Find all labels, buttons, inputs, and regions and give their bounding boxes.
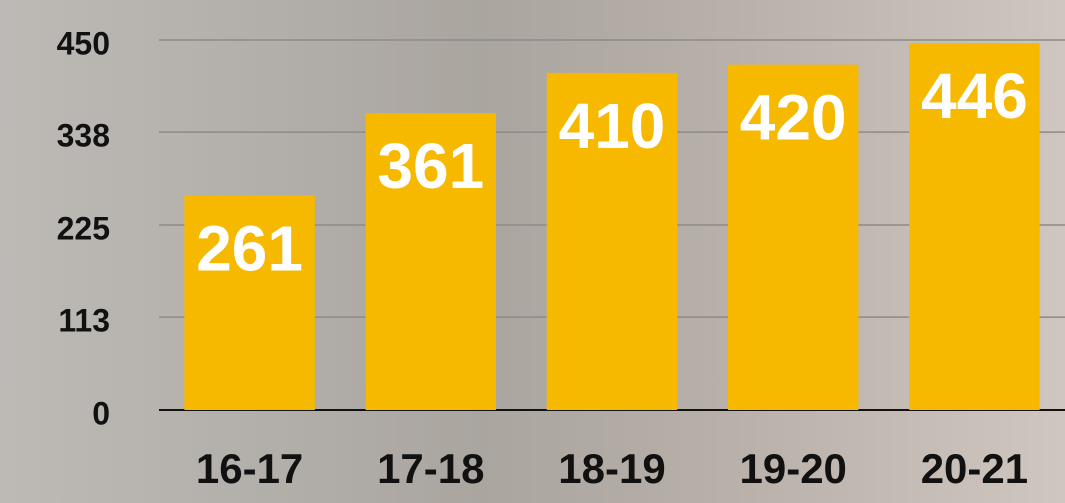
value-label: 261: [196, 212, 303, 284]
y-tick-label: 0: [92, 395, 110, 431]
value-label: 361: [377, 130, 484, 202]
value-label: 410: [559, 90, 666, 162]
bar: [727, 64, 859, 411]
x-tick-label: 19-20: [739, 445, 846, 492]
y-tick-label: 338: [57, 118, 110, 154]
bar: [546, 72, 678, 410]
y-tick-label: 113: [58, 303, 110, 339]
value-label: 446: [921, 60, 1028, 132]
bar: [365, 113, 497, 410]
bar: [184, 195, 315, 410]
y-tick-label: 450: [57, 25, 110, 61]
value-label: 420: [740, 82, 847, 154]
x-tick-label: 20-21: [921, 445, 1028, 492]
bar: [909, 43, 1040, 411]
y-tick-label: 225: [57, 210, 110, 246]
x-tick-label: 16-17: [196, 445, 303, 492]
x-tick-label: 18-19: [558, 445, 665, 492]
x-tick-label: 17-18: [377, 445, 484, 492]
